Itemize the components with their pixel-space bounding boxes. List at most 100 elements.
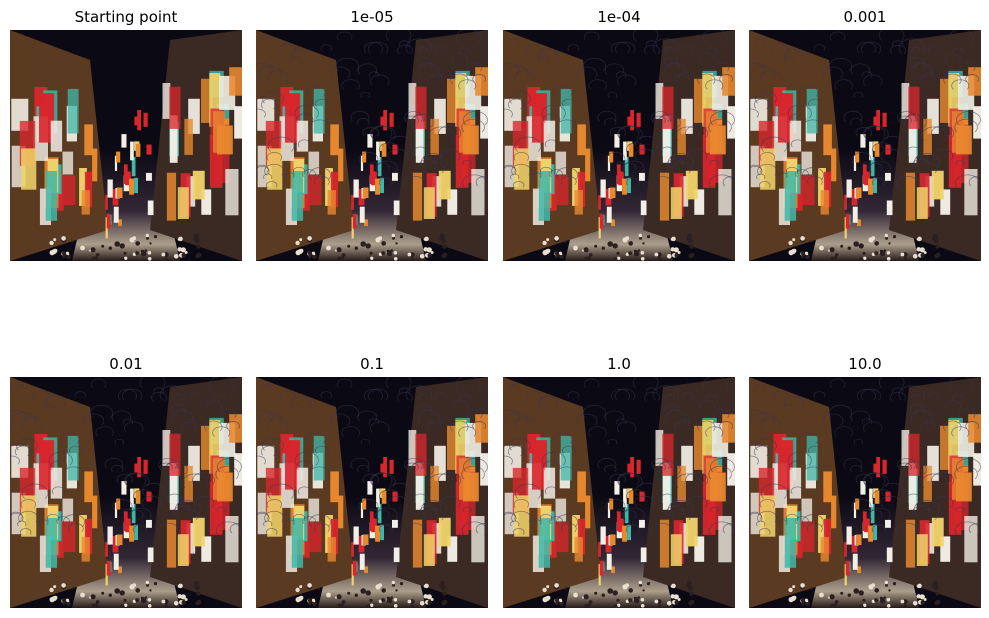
crowd bbox=[132, 236, 137, 241]
texture-swirl bbox=[421, 408, 433, 416]
texture-swirl bbox=[514, 70, 536, 82]
texture-swirl bbox=[63, 514, 85, 527]
distant-sign bbox=[598, 217, 601, 239]
left-sign bbox=[308, 151, 320, 175]
texture-swirl bbox=[749, 443, 770, 457]
right-sign bbox=[681, 98, 693, 134]
right-sign bbox=[438, 517, 451, 547]
texture-swirl bbox=[685, 472, 708, 486]
distant-sign bbox=[116, 498, 121, 510]
texture-swirl bbox=[472, 421, 487, 429]
texture-swirl bbox=[296, 113, 314, 124]
texture-swirl bbox=[549, 516, 563, 524]
texture-swirl bbox=[18, 510, 39, 523]
crowd bbox=[307, 598, 313, 603]
crowd bbox=[439, 580, 445, 586]
texture-swirl bbox=[863, 74, 883, 86]
texture-swirl bbox=[802, 514, 824, 527]
crowd bbox=[119, 590, 125, 596]
texture-swirl bbox=[543, 113, 561, 124]
crowd bbox=[95, 253, 100, 257]
texture-swirl bbox=[302, 516, 316, 524]
crowd bbox=[573, 592, 578, 598]
texture-swirl bbox=[46, 513, 60, 522]
texture-swirl bbox=[607, 91, 618, 98]
texture-swirl bbox=[417, 63, 440, 76]
crowd bbox=[933, 585, 939, 591]
left-sign bbox=[760, 148, 776, 190]
distant-sign bbox=[371, 171, 377, 186]
texture-swirl bbox=[256, 455, 266, 465]
distant-sign bbox=[147, 547, 154, 563]
right-sign bbox=[662, 115, 671, 163]
crowd bbox=[94, 603, 98, 607]
texture-swirl bbox=[370, 472, 393, 486]
texture-swirl bbox=[609, 473, 626, 484]
left-sign bbox=[531, 440, 547, 490]
texture-swirl bbox=[891, 387, 904, 394]
texture-swirl bbox=[843, 110, 863, 122]
texture-swirl bbox=[171, 403, 186, 413]
distant-sign bbox=[853, 502, 857, 518]
crowd bbox=[883, 249, 886, 252]
distant-sign bbox=[860, 134, 866, 148]
distant-sign bbox=[121, 481, 127, 495]
texture-swirl bbox=[896, 522, 919, 536]
texture-swirl bbox=[151, 391, 167, 401]
texture-swirl bbox=[124, 421, 144, 433]
left-sign bbox=[79, 515, 87, 553]
texture-swirl bbox=[503, 164, 516, 173]
texture-swirl bbox=[556, 119, 577, 132]
crowd bbox=[587, 256, 591, 260]
crowd bbox=[341, 253, 346, 257]
texture-swirl bbox=[813, 391, 826, 398]
texture-swirl bbox=[913, 153, 940, 169]
left-sign bbox=[62, 498, 74, 522]
texture-swirl bbox=[294, 104, 319, 119]
crowd bbox=[919, 247, 925, 253]
texture-swirl bbox=[306, 85, 326, 97]
texture-swirl bbox=[511, 163, 532, 176]
texture-swirl bbox=[910, 410, 933, 423]
crowd bbox=[923, 598, 927, 601]
crowd bbox=[646, 235, 651, 239]
texture-swirl bbox=[697, 420, 716, 432]
distant-sign bbox=[380, 177, 384, 194]
crowd bbox=[888, 589, 891, 592]
texture-swirl bbox=[171, 394, 182, 400]
texture-swirl bbox=[410, 114, 434, 128]
texture-swirl bbox=[954, 521, 981, 536]
crowd bbox=[61, 236, 66, 241]
texture-swirl bbox=[806, 176, 823, 185]
texture-swirl bbox=[659, 114, 672, 122]
crowd bbox=[688, 601, 693, 606]
distant-sign bbox=[885, 519, 891, 528]
left-sign bbox=[309, 175, 322, 206]
texture-swirl bbox=[955, 506, 965, 513]
crowd bbox=[393, 598, 398, 602]
crowd bbox=[407, 599, 412, 604]
distant-sign bbox=[362, 151, 367, 163]
crowd bbox=[378, 236, 383, 241]
distant-sign bbox=[609, 534, 616, 545]
distant-sign bbox=[863, 518, 868, 525]
texture-swirl bbox=[544, 139, 558, 148]
texture-swirl bbox=[44, 403, 56, 411]
crowd bbox=[393, 604, 398, 608]
distant-sign bbox=[113, 553, 119, 570]
distant-sign bbox=[611, 566, 615, 574]
texture-swirl bbox=[537, 403, 549, 411]
left-sign bbox=[784, 518, 797, 568]
crowd bbox=[195, 601, 200, 606]
texture-swirl bbox=[438, 472, 461, 486]
crowd bbox=[194, 585, 200, 591]
texture-swirl bbox=[362, 473, 379, 484]
right-sign bbox=[209, 420, 221, 474]
texture-swirl bbox=[412, 493, 429, 504]
texture-swirl bbox=[130, 507, 152, 520]
texture-swirl bbox=[188, 392, 201, 400]
texture-swirl bbox=[10, 443, 31, 457]
crowd bbox=[381, 241, 386, 246]
texture-swirl bbox=[678, 419, 690, 426]
distant-sign bbox=[855, 498, 860, 510]
